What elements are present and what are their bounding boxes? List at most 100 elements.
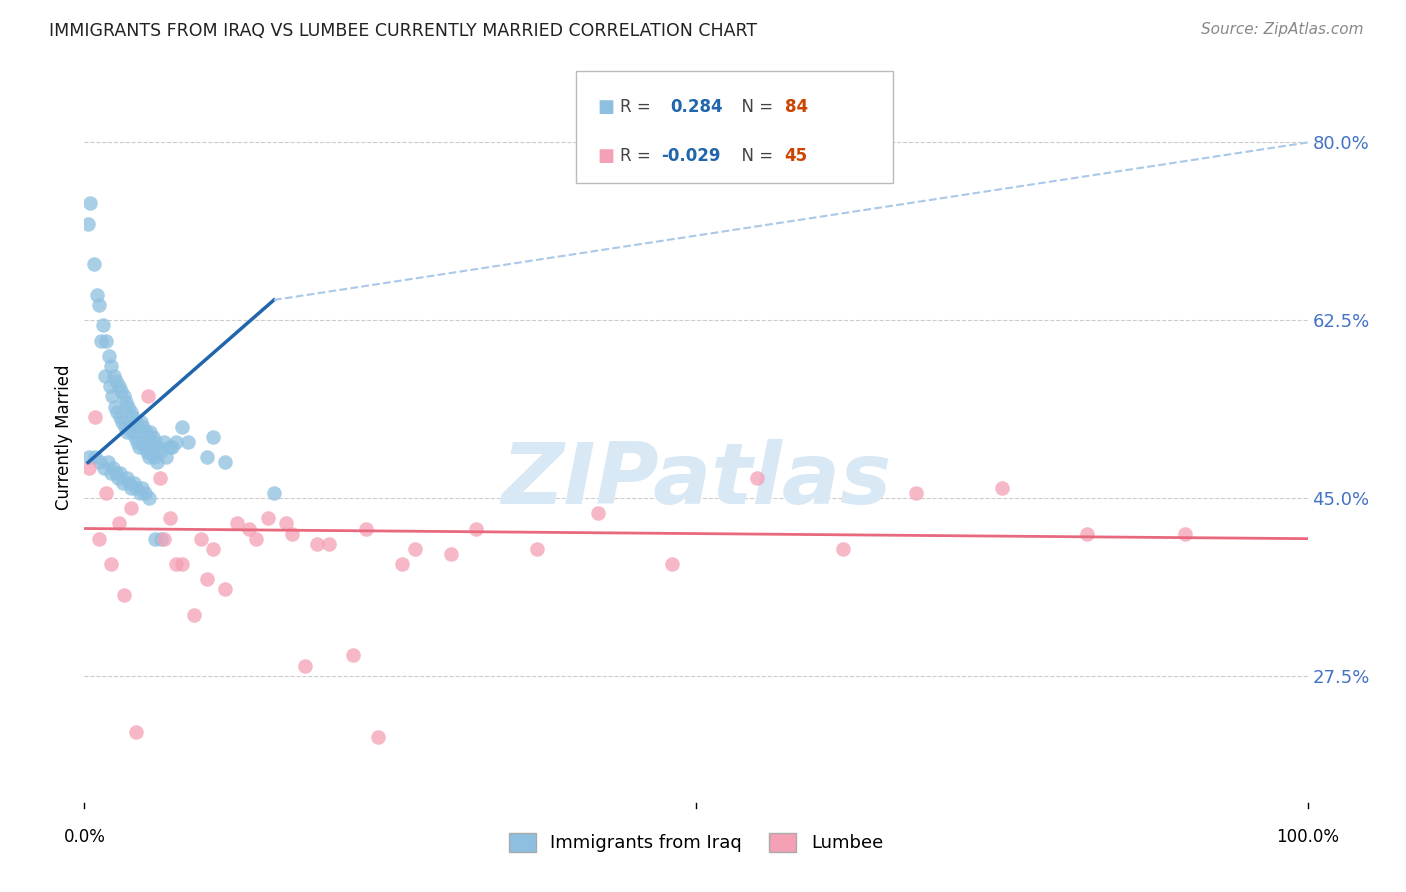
Text: Source: ZipAtlas.com: Source: ZipAtlas.com [1201, 22, 1364, 37]
Point [91, 318, 114, 333]
Text: 0.0%: 0.0% [63, 828, 105, 847]
Point [135, 445, 157, 459]
Point [124, 430, 146, 444]
Point [149, 532, 172, 546]
Point [125, 435, 148, 450]
Text: ZIPatlas: ZIPatlas [501, 440, 891, 523]
Point [129, 415, 152, 429]
Point [90, 334, 112, 348]
Point [294, 658, 316, 673]
Point [120, 481, 142, 495]
Text: IMMIGRANTS FROM IRAQ VS LUMBEE CURRENTLY MARRIED CORRELATION CHART: IMMIGRANTS FROM IRAQ VS LUMBEE CURRENTLY… [49, 22, 758, 40]
Point [104, 466, 127, 480]
Point [138, 491, 160, 505]
Text: 84: 84 [785, 98, 807, 116]
Point [104, 400, 127, 414]
Point [153, 532, 176, 546]
Point [318, 537, 340, 551]
Point [1174, 526, 1197, 541]
Point [172, 420, 194, 434]
Point [281, 526, 304, 541]
Legend: Immigrants from Iraq, Lumbee: Immigrants from Iraq, Lumbee [502, 826, 890, 860]
Point [143, 532, 166, 546]
Point [149, 445, 172, 459]
Point [87, 532, 110, 546]
Point [214, 455, 236, 469]
Point [122, 409, 145, 424]
Point [305, 537, 328, 551]
Point [464, 521, 486, 535]
Point [159, 511, 181, 525]
Point [98, 379, 121, 393]
Point [125, 481, 148, 495]
Point [97, 349, 120, 363]
Point [100, 466, 122, 480]
Point [257, 511, 280, 525]
Point [117, 400, 139, 414]
Point [107, 516, 129, 531]
Point [131, 435, 153, 450]
Point [129, 486, 152, 500]
Point [177, 435, 200, 450]
Point [155, 450, 177, 465]
Point [101, 460, 124, 475]
Text: 0.284: 0.284 [671, 98, 723, 116]
Point [128, 440, 150, 454]
Point [115, 425, 138, 439]
Text: N =: N = [731, 147, 779, 165]
Point [77, 217, 100, 231]
Point [136, 430, 159, 444]
Point [112, 389, 135, 403]
Point [195, 450, 218, 465]
Point [87, 298, 110, 312]
Point [84, 450, 107, 465]
Point [100, 557, 122, 571]
Y-axis label: Currently Married: Currently Married [55, 364, 73, 510]
Point [342, 648, 364, 663]
Point [195, 572, 218, 586]
Point [134, 440, 156, 454]
Point [991, 481, 1014, 495]
Point [108, 409, 131, 424]
Text: ■: ■ [598, 98, 614, 116]
Point [159, 440, 181, 454]
Point [138, 450, 160, 465]
Point [367, 730, 389, 744]
Point [115, 394, 138, 409]
Point [105, 405, 128, 419]
Point [905, 486, 928, 500]
Point [143, 435, 166, 450]
Point [586, 506, 609, 520]
Point [115, 471, 138, 485]
Point [105, 374, 128, 388]
Point [118, 420, 141, 434]
Point [118, 475, 141, 490]
Point [226, 516, 249, 531]
Point [77, 450, 100, 465]
Point [214, 582, 236, 597]
Text: N =: N = [731, 98, 779, 116]
Point [172, 557, 194, 571]
Point [245, 532, 267, 546]
Point [162, 440, 184, 454]
Point [404, 541, 426, 556]
Point [107, 471, 129, 485]
Point [201, 430, 224, 444]
Point [103, 369, 125, 384]
Point [114, 420, 136, 434]
Point [263, 486, 285, 500]
Point [125, 724, 148, 739]
Point [111, 415, 134, 429]
Point [89, 455, 111, 469]
Point [153, 435, 176, 450]
Point [1076, 526, 1098, 541]
Point [149, 471, 172, 485]
Point [101, 389, 124, 403]
Point [440, 547, 463, 561]
Point [120, 501, 142, 516]
Point [831, 541, 853, 556]
Point [143, 450, 166, 465]
Point [165, 557, 187, 571]
Point [134, 486, 156, 500]
Point [110, 466, 132, 480]
